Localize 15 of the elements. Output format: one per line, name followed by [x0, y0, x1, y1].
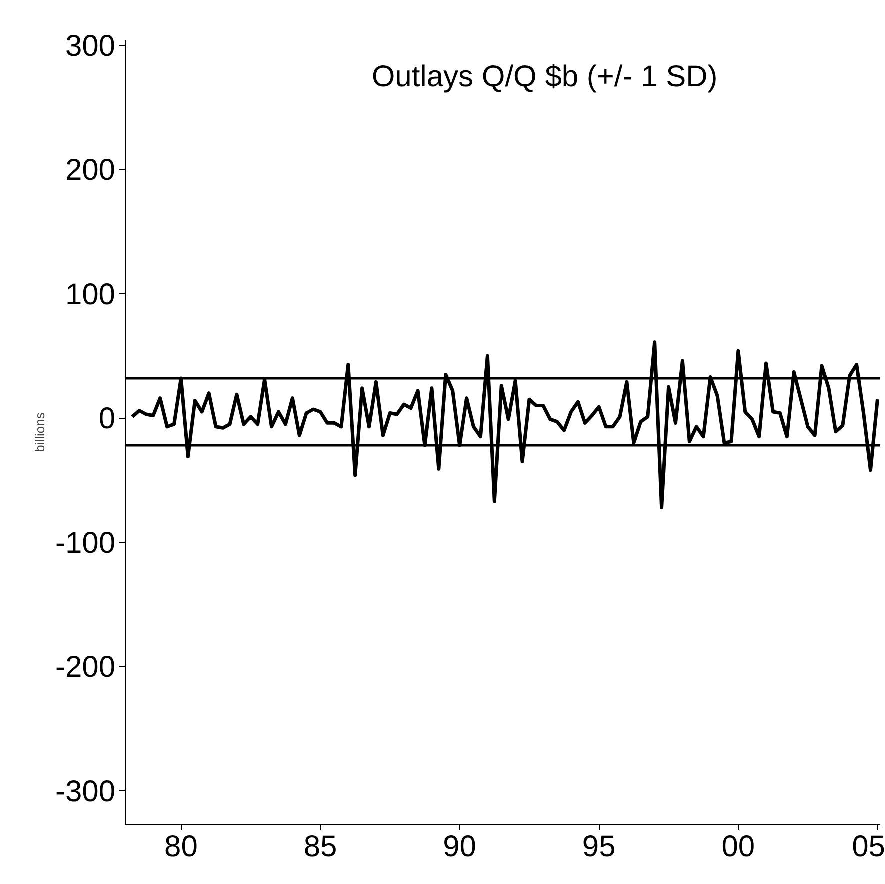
y-tick-label: -100	[55, 526, 116, 560]
y-tick-label: 0	[98, 402, 116, 436]
y-tick-label: 300	[65, 30, 116, 63]
x-tick-label: 05	[852, 830, 885, 864]
text: Outlays Q/Q $b (+/- 1 SD)	[372, 60, 718, 94]
y-tick-label: 100	[65, 278, 116, 312]
x-tick-label: 00	[722, 830, 756, 864]
y-axis-title: billions	[32, 412, 48, 452]
y-tick-label: 200	[65, 154, 116, 188]
x-tick-label: 95	[582, 830, 616, 864]
x-tick-label: 90	[443, 830, 477, 864]
y-tick-label: -200	[55, 651, 116, 684]
x-tick-label: 85	[304, 830, 338, 864]
x-tick-label: 80	[164, 830, 198, 864]
y-tick-label: -300	[55, 775, 116, 808]
